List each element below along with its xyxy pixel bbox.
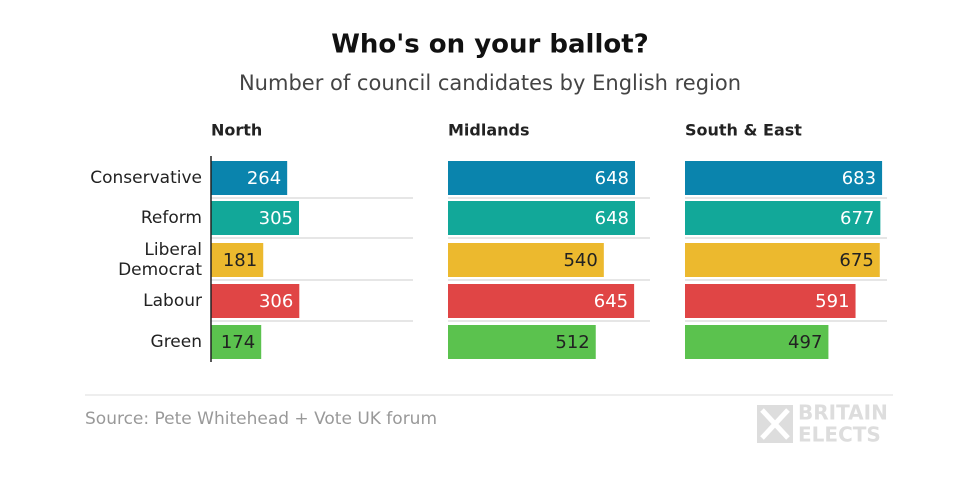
bar xyxy=(448,161,635,195)
bar xyxy=(448,325,596,359)
bar xyxy=(685,325,829,359)
value-label: 497 xyxy=(788,332,822,353)
value-label: 264 xyxy=(247,168,281,189)
bar xyxy=(211,284,300,318)
panel-title: Midlands xyxy=(448,121,530,140)
value-label: 677 xyxy=(840,208,874,229)
value-label: 540 xyxy=(563,250,597,271)
category-label: Reform xyxy=(141,208,202,228)
source: Source: Pete Whitehead + Vote UK forum xyxy=(85,409,437,429)
logo: BRITAIN ELECTS xyxy=(757,401,888,447)
bar xyxy=(685,243,880,277)
logo-cross xyxy=(760,408,790,440)
value-label: 305 xyxy=(259,208,293,229)
bar xyxy=(448,201,635,235)
value-label: 174 xyxy=(221,332,255,353)
value-label: 648 xyxy=(595,208,629,229)
bar xyxy=(448,243,604,277)
value-label: 648 xyxy=(595,168,629,189)
bar xyxy=(211,201,300,235)
value-label: 675 xyxy=(839,250,873,271)
bar xyxy=(211,161,288,195)
value-label: 683 xyxy=(842,168,876,189)
chart-subtitle: Number of council candidates by English … xyxy=(239,71,741,95)
chart-title: Who's on your ballot? xyxy=(331,30,649,60)
panel-title: North xyxy=(211,121,262,140)
value-label: 306 xyxy=(259,291,293,312)
value-label: 591 xyxy=(815,291,849,312)
category-label: Conservative xyxy=(90,168,202,188)
value-label: 512 xyxy=(555,332,589,353)
bar xyxy=(211,243,264,277)
value-label: 645 xyxy=(594,291,628,312)
category-label: Liberal Democrat xyxy=(118,240,202,280)
logo-text: ELECTS xyxy=(798,423,881,447)
value-label: 181 xyxy=(223,250,257,271)
bar xyxy=(211,325,262,359)
bar xyxy=(448,284,635,318)
bar xyxy=(685,161,883,195)
category-label: Labour xyxy=(143,291,202,311)
panel-title: South & East xyxy=(685,121,802,140)
category-label: Green xyxy=(151,332,202,352)
bar xyxy=(685,284,856,318)
bar xyxy=(685,201,881,235)
logo-text: BRITAIN xyxy=(798,401,888,425)
